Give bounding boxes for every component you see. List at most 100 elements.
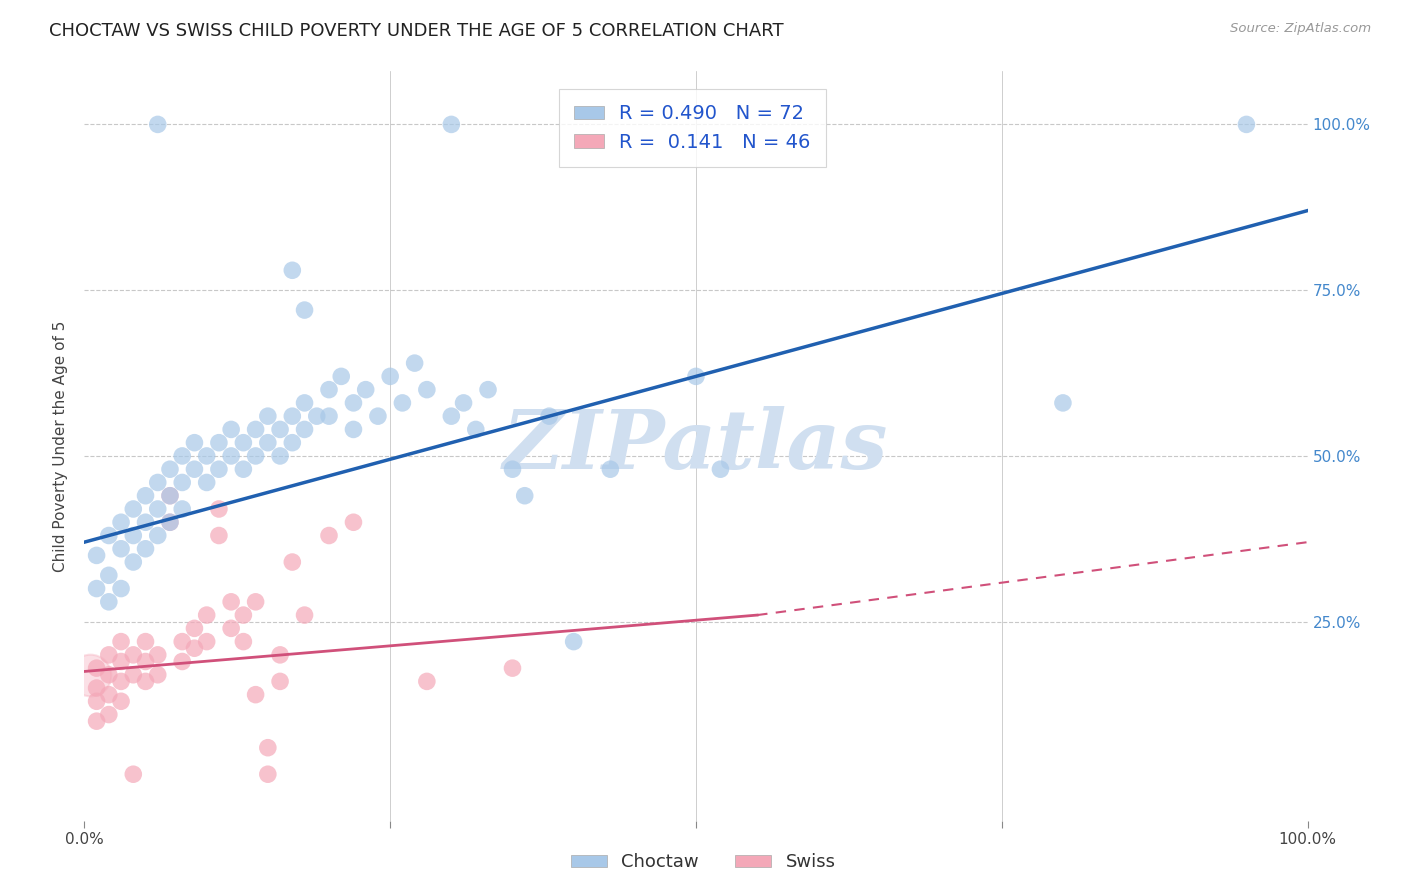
Point: [513, 489, 536, 503]
Point: [245, 595, 267, 609]
Point: [97, 707, 120, 722]
Point: [183, 435, 205, 450]
Point: [79, 667, 101, 681]
Point: [538, 409, 561, 424]
Point: [86, 714, 108, 728]
Point: [208, 502, 231, 516]
Point: [453, 396, 475, 410]
Point: [86, 582, 108, 596]
Text: CHOCTAW VS SWISS CHILD POVERTY UNDER THE AGE OF 5 CORRELATION CHART: CHOCTAW VS SWISS CHILD POVERTY UNDER THE…: [49, 22, 783, 40]
Point: [172, 475, 194, 490]
Point: [318, 409, 340, 424]
Text: ZIPatlas: ZIPatlas: [503, 406, 889, 486]
Point: [269, 449, 291, 463]
Point: [281, 409, 304, 424]
Point: [208, 528, 231, 542]
Point: [232, 462, 254, 476]
Point: [294, 422, 316, 436]
Point: [97, 568, 120, 582]
Point: [122, 555, 145, 569]
Point: [86, 681, 108, 695]
Point: [380, 369, 402, 384]
Point: [416, 674, 439, 689]
Point: [110, 634, 132, 648]
Point: [294, 303, 316, 318]
Point: [208, 462, 231, 476]
Point: [122, 767, 145, 781]
Point: [342, 515, 364, 529]
Point: [208, 435, 231, 450]
Point: [110, 674, 132, 689]
Point: [245, 688, 267, 702]
Point: [219, 595, 242, 609]
Point: [146, 502, 169, 516]
Point: [502, 462, 524, 476]
Point: [219, 621, 242, 635]
Point: [245, 449, 267, 463]
Point: [269, 674, 291, 689]
Point: [502, 661, 524, 675]
Point: [97, 688, 120, 702]
Point: [146, 117, 169, 131]
Point: [1236, 117, 1258, 131]
Point: [305, 409, 328, 424]
Point: [440, 409, 463, 424]
Point: [183, 462, 205, 476]
Point: [257, 740, 280, 755]
Point: [281, 435, 304, 450]
Point: [86, 549, 108, 563]
Point: [232, 608, 254, 623]
Point: [245, 422, 267, 436]
Point: [440, 117, 463, 131]
Point: [146, 648, 169, 662]
Point: [135, 655, 157, 669]
Legend: Choctaw, Swiss: Choctaw, Swiss: [564, 847, 842, 879]
Point: [281, 555, 304, 569]
Point: [269, 648, 291, 662]
Point: [195, 475, 218, 490]
Point: [709, 462, 731, 476]
Point: [159, 489, 181, 503]
Point: [477, 383, 499, 397]
Point: [110, 515, 132, 529]
Point: [219, 422, 242, 436]
Point: [183, 641, 205, 656]
Point: [318, 383, 340, 397]
Point: [110, 655, 132, 669]
Point: [110, 694, 132, 708]
Point: [97, 528, 120, 542]
Point: [257, 409, 280, 424]
Point: [159, 489, 181, 503]
Point: [195, 608, 218, 623]
Point: [464, 422, 486, 436]
Point: [294, 608, 316, 623]
Point: [367, 409, 389, 424]
Point: [183, 621, 205, 635]
Point: [257, 767, 280, 781]
Point: [1052, 396, 1074, 410]
Point: [97, 595, 120, 609]
Point: [135, 541, 157, 556]
Point: [135, 489, 157, 503]
Point: [281, 263, 304, 277]
Point: [404, 356, 426, 370]
Point: [172, 502, 194, 516]
Point: [257, 435, 280, 450]
Point: [122, 648, 145, 662]
Point: [416, 383, 439, 397]
Point: [562, 634, 585, 648]
Point: [146, 667, 169, 681]
Point: [110, 541, 132, 556]
Point: [195, 634, 218, 648]
Point: [172, 449, 194, 463]
Text: Source: ZipAtlas.com: Source: ZipAtlas.com: [1230, 22, 1371, 36]
Legend: R = 0.490   N = 72, R =  0.141   N = 46: R = 0.490 N = 72, R = 0.141 N = 46: [560, 88, 827, 168]
Point: [391, 396, 413, 410]
Point: [86, 661, 108, 675]
Point: [342, 422, 364, 436]
Point: [122, 667, 145, 681]
Point: [97, 648, 120, 662]
Point: [318, 528, 340, 542]
Point: [135, 674, 157, 689]
Point: [232, 435, 254, 450]
